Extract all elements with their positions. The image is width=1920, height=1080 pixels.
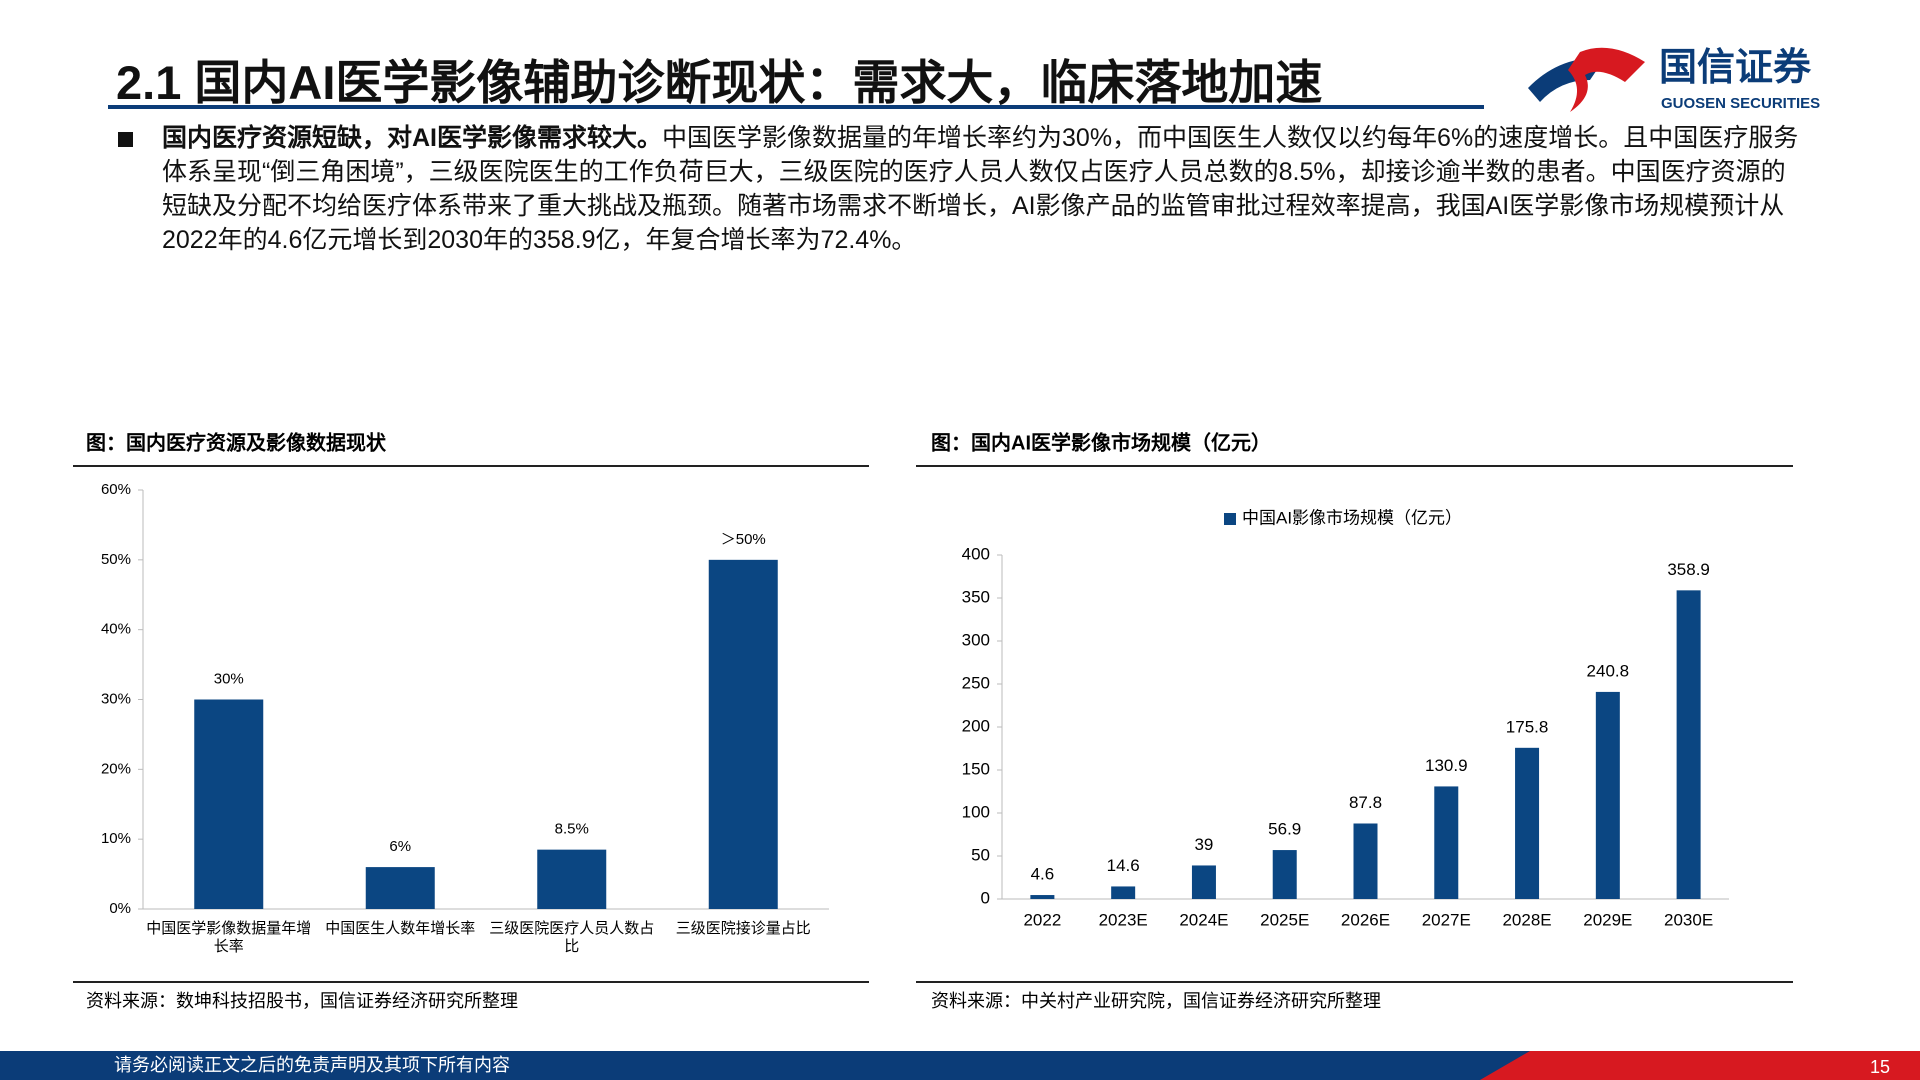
slide-title: 2.1 国内AI医学影像辅助诊断现状：需求大，临床落地加速 bbox=[116, 56, 1323, 109]
bullet-lead: 国内医疗资源短缺，对AI医学影像需求较大。 bbox=[162, 124, 663, 152]
y-tick-label: 250 bbox=[962, 673, 990, 692]
bar bbox=[365, 867, 435, 909]
bullet-body: 中国医学影像数据量的年增长率约为30%，而中国医生人数仅以约每年6%的速度增长。… bbox=[162, 124, 1799, 254]
value-label: 8.5% bbox=[555, 821, 589, 838]
x-tick-label: 2026E bbox=[1341, 910, 1390, 929]
value-label: 39 bbox=[1194, 835, 1213, 854]
y-tick-label: 300 bbox=[962, 630, 990, 649]
bullet-text: 国内医疗资源短缺，对AI医学影像需求较大。中国医学影像数据量的年增长率约为30%… bbox=[162, 121, 1802, 257]
bar bbox=[194, 699, 264, 909]
bullet-square bbox=[118, 132, 133, 147]
x-tick-label: 2029E bbox=[1583, 910, 1632, 929]
y-tick-label: 30% bbox=[101, 690, 131, 707]
x-tick-label: 2024E bbox=[1179, 910, 1228, 929]
y-tick-label: 200 bbox=[962, 716, 990, 735]
value-label: 14.6 bbox=[1107, 856, 1140, 875]
value-label: 56.9 bbox=[1268, 820, 1301, 839]
bar bbox=[1272, 850, 1297, 899]
chart-title: 图：国内AI医学影像市场规模（亿元） bbox=[931, 430, 1271, 454]
y-tick-label: 0 bbox=[981, 888, 990, 907]
chart-title: 图：国内医疗资源及影像数据现状 bbox=[86, 430, 387, 454]
x-tick-label: 三级医院医疗人员人数占比 bbox=[489, 919, 654, 955]
value-label: 175.8 bbox=[1506, 717, 1549, 736]
value-label: 30% bbox=[214, 670, 244, 687]
legend-label: 中国AI影像市场规模（亿元） bbox=[1242, 508, 1462, 527]
y-tick-label: 50 bbox=[971, 845, 990, 864]
x-tick-label: 2028E bbox=[1502, 910, 1551, 929]
y-tick-label: 60% bbox=[101, 481, 131, 498]
logo-text: 国信证券 bbox=[1659, 47, 1812, 89]
value-label: 358.9 bbox=[1667, 560, 1710, 579]
logo-en: GUOSEN SECURITIES bbox=[1661, 95, 1820, 112]
bar bbox=[1111, 886, 1136, 899]
bar bbox=[1595, 691, 1620, 899]
x-tick-label: 中国医生人数年增长率 bbox=[325, 920, 475, 937]
logo-red bbox=[1568, 47, 1645, 112]
x-tick-label: 2025E bbox=[1260, 910, 1309, 929]
value-label: 130.9 bbox=[1425, 756, 1468, 775]
bar bbox=[1191, 865, 1216, 899]
y-tick-label: 50% bbox=[101, 551, 131, 568]
bar bbox=[1515, 747, 1540, 899]
value-label: 6% bbox=[389, 838, 411, 855]
y-tick-label: 100 bbox=[962, 802, 990, 821]
y-tick-label: 150 bbox=[962, 759, 990, 778]
value-label: 240.8 bbox=[1587, 661, 1630, 680]
source-note: 资料来源：中关村产业研究院，国信证券经济研究所整理 bbox=[931, 991, 1381, 1011]
bar bbox=[1030, 895, 1055, 899]
y-tick-label: 400 bbox=[962, 544, 990, 563]
page-number: 15 bbox=[1870, 1057, 1890, 1077]
x-tick-label: 2027E bbox=[1422, 910, 1471, 929]
y-tick-label: 0% bbox=[109, 900, 131, 917]
title-rule bbox=[108, 105, 1484, 109]
bar bbox=[1434, 786, 1459, 899]
bar bbox=[537, 849, 607, 909]
x-tick-label: 2022 bbox=[1023, 910, 1061, 929]
bar bbox=[708, 559, 778, 909]
y-tick-label: 10% bbox=[101, 830, 131, 847]
x-tick-label: 2023E bbox=[1099, 910, 1148, 929]
x-tick-label: 中国医学影像数据量年增长率 bbox=[146, 920, 311, 955]
bar bbox=[1353, 823, 1378, 899]
footer-text: 请务必阅读正文之后的免责声明及其项下所有内容 bbox=[114, 1055, 510, 1075]
value-label: 87.8 bbox=[1349, 793, 1382, 812]
y-tick-label: 40% bbox=[101, 621, 131, 638]
bar bbox=[1676, 590, 1701, 899]
legend-swatch bbox=[1224, 513, 1236, 525]
source-note: 资料来源：数坤科技招股书，国信证券经济研究所整理 bbox=[86, 991, 518, 1011]
value-label: ＞50% bbox=[721, 531, 766, 548]
x-tick-label: 2030E bbox=[1664, 910, 1713, 929]
y-tick-label: 20% bbox=[101, 760, 131, 777]
footer-accent bbox=[1480, 1051, 1920, 1080]
x-tick-label: 三级医院接诊量占比 bbox=[676, 919, 811, 937]
value-label: 4.6 bbox=[1031, 865, 1055, 884]
y-tick-label: 350 bbox=[962, 587, 990, 606]
